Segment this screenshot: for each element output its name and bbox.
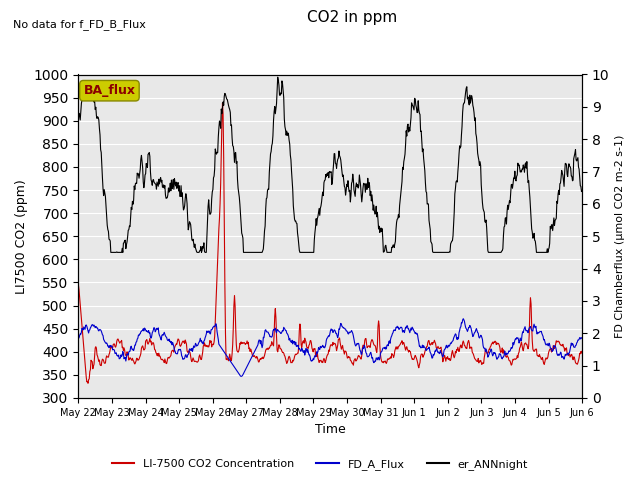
Line: LI-7500 CO2 Concentration: LI-7500 CO2 Concentration	[79, 103, 582, 384]
LI-7500 CO2 Concentration	[75, 282, 83, 288]
er_ANNnight	[75, 112, 83, 118]
FD_A_Flux	[358, 347, 366, 353]
LI-7500 CO2 Concentration	[291, 352, 299, 358]
FD_A_Flux	[356, 348, 364, 353]
Y-axis label: LI7500 CO2 (ppm): LI7500 CO2 (ppm)	[15, 179, 28, 294]
Line: er_ANNnight: er_ANNnight	[79, 77, 582, 252]
Text: No data for f_FD_B_Flux: No data for f_FD_B_Flux	[13, 19, 146, 30]
Legend: LI-7500 CO2 Concentration, FD_A_Flux, er_ANNnight: LI-7500 CO2 Concentration, FD_A_Flux, er…	[108, 455, 532, 474]
Text: CO2 in ppm: CO2 in ppm	[307, 10, 397, 24]
X-axis label: Time: Time	[315, 423, 346, 436]
er_ANNnight	[274, 74, 282, 80]
FD_A_Flux	[460, 316, 467, 322]
er_ANNnight	[291, 218, 299, 224]
LI-7500 CO2 Concentration	[356, 356, 364, 361]
LI-7500 CO2 Concentration	[327, 342, 335, 348]
FD_A_Flux	[579, 336, 586, 341]
er_ANNnight	[327, 169, 335, 175]
FD_A_Flux	[291, 339, 298, 345]
FD_A_Flux	[202, 331, 210, 337]
FD_A_Flux	[75, 336, 83, 341]
LI-7500 CO2 Concentration	[203, 343, 211, 348]
LI-7500 CO2 Concentration	[579, 348, 586, 354]
LI-7500 CO2 Concentration	[359, 342, 367, 348]
LI-7500 CO2 Concentration	[84, 381, 92, 386]
FD_A_Flux	[414, 336, 422, 342]
er_ANNnight	[579, 188, 586, 193]
FD_A_Flux	[237, 373, 245, 379]
er_ANNnight	[415, 107, 422, 113]
Text: BA_flux: BA_flux	[83, 84, 136, 97]
er_ANNnight	[203, 233, 211, 239]
er_ANNnight	[359, 185, 367, 191]
Line: FD_A_Flux: FD_A_Flux	[79, 319, 582, 376]
er_ANNnight	[107, 250, 115, 255]
FD_A_Flux	[326, 327, 334, 333]
Y-axis label: FD Chamberflux (μmol CO2 m-2 s-1): FD Chamberflux (μmol CO2 m-2 s-1)	[615, 134, 625, 338]
LI-7500 CO2 Concentration	[219, 100, 227, 106]
er_ANNnight	[356, 182, 364, 188]
LI-7500 CO2 Concentration	[415, 365, 422, 371]
